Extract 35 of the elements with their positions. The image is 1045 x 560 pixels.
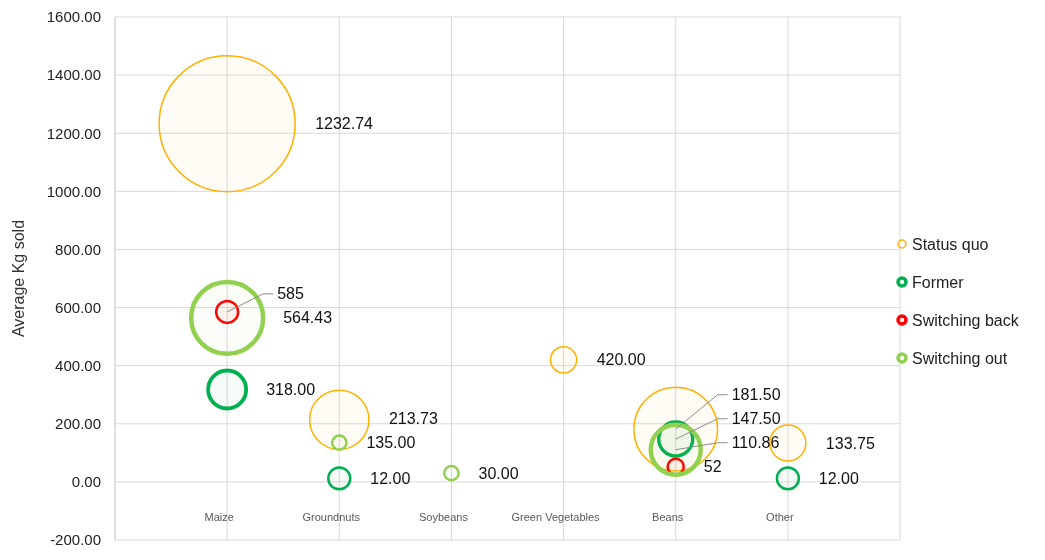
y-tick-label: 0.00 [71, 473, 101, 491]
data-label: 213.73 [388, 410, 438, 428]
y-tick-label: 400.00 [55, 356, 101, 374]
y-tick-label: 1400.00 [46, 66, 101, 84]
data-label: 12.00 [818, 470, 859, 487]
data-label: 30.00 [478, 464, 519, 482]
data-label: 585 [277, 285, 304, 303]
x-tick-label: Green Vegetables [511, 510, 601, 523]
x-tick-label: Maize [204, 510, 234, 523]
data-label: 564.43 [283, 309, 333, 327]
legend-label: Status quo [912, 235, 989, 253]
legend-label: Switching out [912, 349, 1008, 367]
data-label: 12.00 [370, 470, 411, 487]
legend-label: Switching back [912, 311, 1020, 329]
data-label: 147.50 [731, 410, 781, 428]
y-tick-label: 1000.00 [46, 182, 101, 200]
y-tick-label: 1600.00 [46, 8, 101, 26]
x-tick-label: Beans [652, 510, 684, 523]
data-label: 135.00 [366, 434, 416, 452]
data-label: 133.75 [825, 434, 875, 452]
y-tick-label: 1200.00 [46, 124, 101, 142]
data-label: 52 [703, 458, 722, 476]
data-label: 181.50 [731, 386, 781, 404]
x-tick-label: Groundnuts [302, 510, 361, 523]
x-tick-label: Soybeans [418, 510, 469, 523]
data-label: 1232.74 [315, 115, 374, 133]
y-tick-label: -200.00 [50, 531, 101, 549]
data-label: 318.00 [266, 381, 316, 399]
y-tick-label: 200.00 [55, 415, 101, 433]
y-tick-label: 800.00 [55, 240, 101, 258]
y-tick-label: 600.00 [55, 298, 101, 316]
legend-label: Former [912, 273, 965, 291]
y-axis-title: Average Kg sold [10, 219, 27, 338]
x-tick-label: Other [766, 510, 794, 523]
data-label: 420.00 [596, 351, 646, 369]
